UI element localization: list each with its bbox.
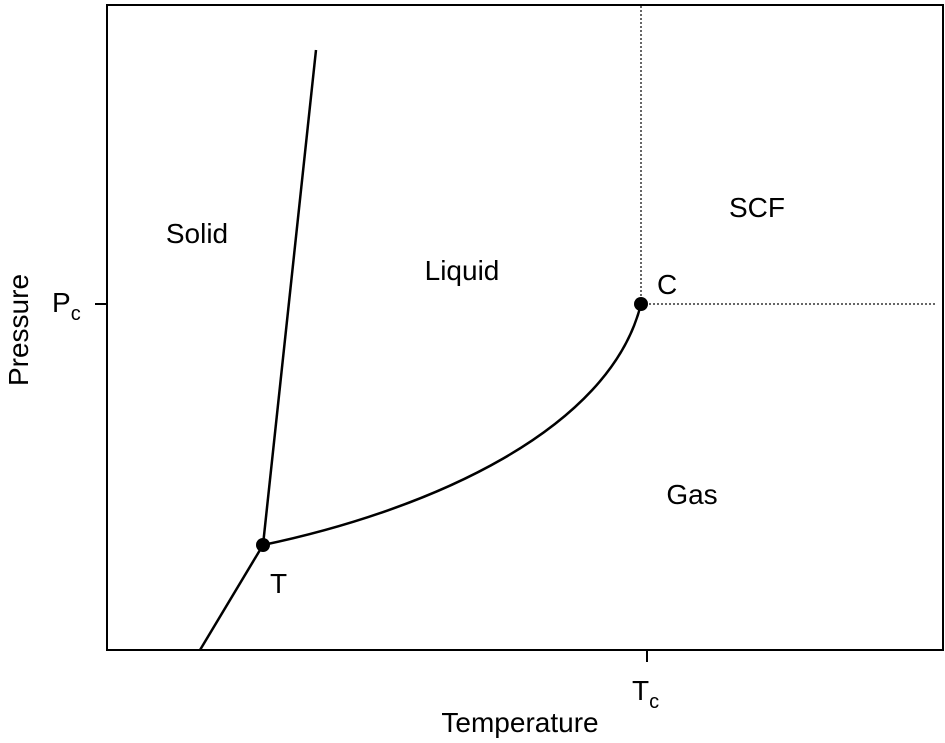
sublimation-curve	[198, 544, 265, 651]
region-label: Gas	[666, 479, 717, 510]
region-label: Solid	[166, 218, 228, 249]
y-tick-label: Pc	[52, 287, 81, 325]
x-tick-label: Tc	[632, 675, 659, 713]
critical-point	[634, 297, 648, 311]
region-label: SCF	[729, 192, 785, 223]
plot-frame	[106, 4, 944, 651]
vaporization-curve	[262, 303, 643, 547]
melting-curve	[261, 49, 318, 546]
point-label: T	[270, 568, 287, 599]
y-axis-label: Pressure	[3, 274, 34, 386]
region-label: Liquid	[425, 255, 500, 286]
y-tick-main: P	[52, 287, 71, 318]
x-axis-label: Temperature	[441, 707, 598, 738]
y-tick-sub: c	[71, 303, 81, 325]
x-tick-main: T	[632, 675, 649, 706]
x-tick-sub: c	[649, 691, 659, 713]
point-label: C	[657, 269, 677, 300]
triple-point	[256, 538, 270, 552]
